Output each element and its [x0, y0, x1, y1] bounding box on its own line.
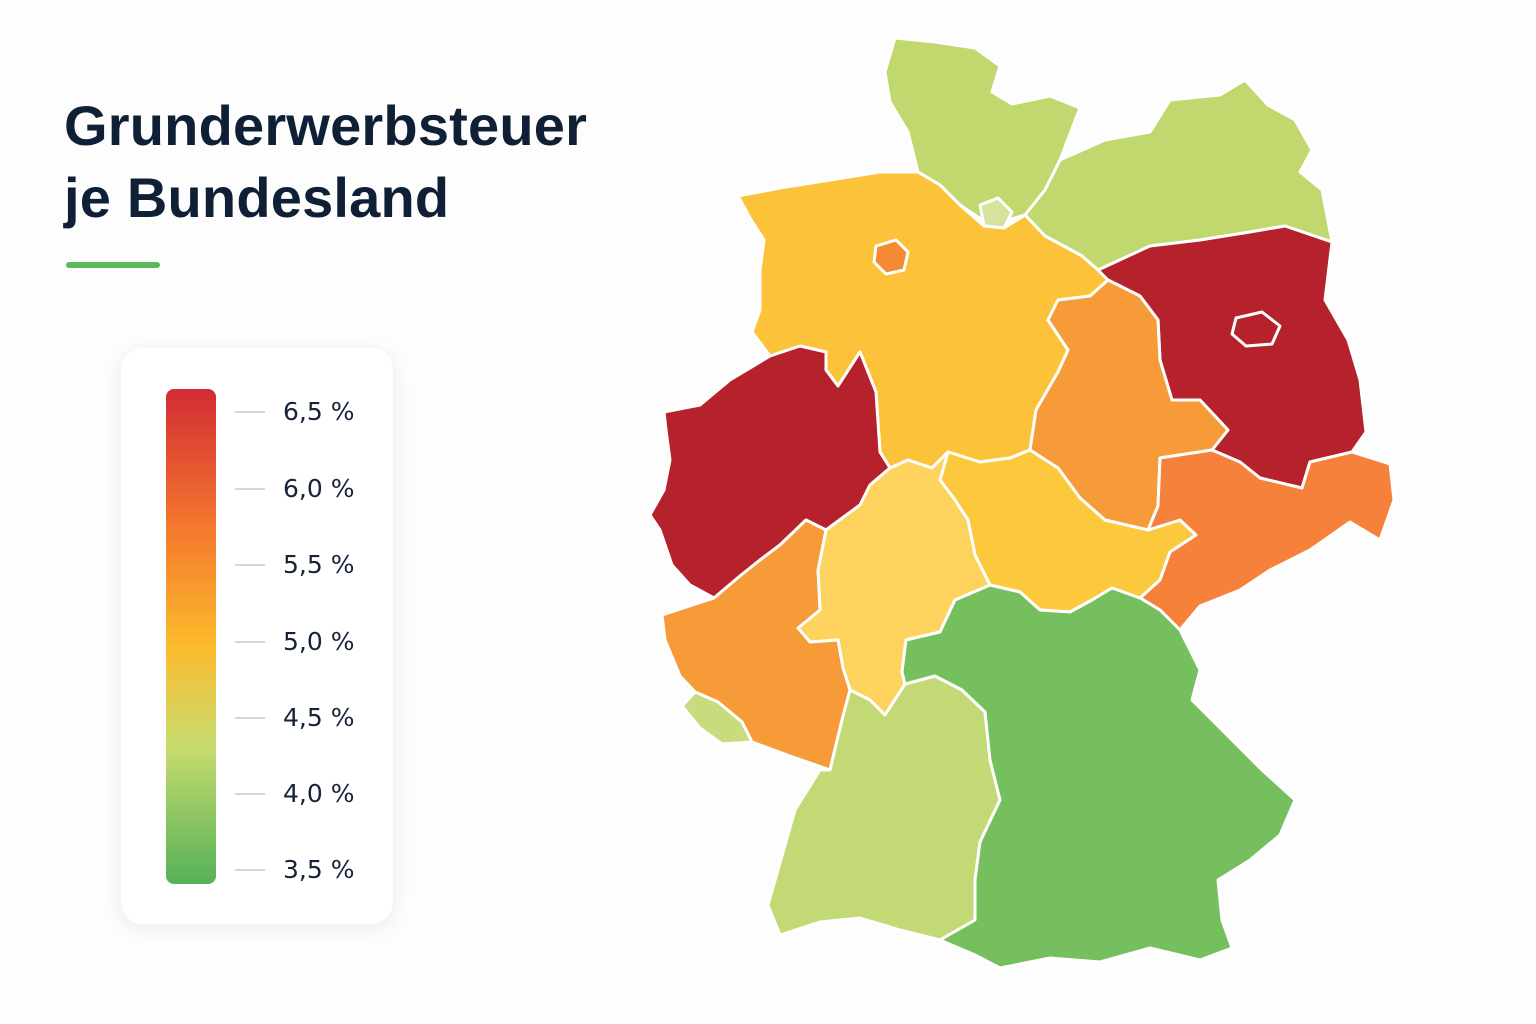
state-bayern[interactable]	[900, 583, 1297, 970]
state-berlin[interactable]	[1230, 310, 1282, 348]
legend-tick	[235, 717, 265, 719]
legend-color-scale	[166, 389, 216, 884]
state-hamburg[interactable]	[978, 196, 1014, 230]
legend-label: 6,0 %	[283, 474, 355, 503]
title-line-2: je Bundesland	[64, 166, 450, 229]
title-line-1: Grunderwerbsteuer	[64, 94, 588, 157]
legend-label: 5,5 %	[283, 550, 355, 579]
legend-tick	[235, 869, 265, 871]
state-sachsen[interactable]	[1138, 448, 1396, 632]
legend-tick	[235, 488, 265, 490]
legend-tick	[235, 564, 265, 566]
legend-label: 5,0 %	[283, 627, 355, 656]
state-rheinland-pfalz[interactable]	[660, 518, 852, 772]
state-bremen[interactable]	[872, 238, 910, 276]
legend-tick	[235, 641, 265, 643]
legend-tick	[235, 411, 265, 413]
page-title: Grunderwerbsteuer je Bundesland	[64, 90, 587, 234]
legend-label: 3,5 %	[283, 855, 355, 884]
title-accent-line	[66, 262, 160, 268]
legend-label: 4,0 %	[283, 779, 355, 808]
legend-label: 6,5 %	[283, 397, 355, 426]
state-saarland[interactable]	[680, 690, 754, 746]
legend-card: 6,5 % 6,0 % 5,5 % 5,0 % 4,5 % 4,0 % 3,5 …	[121, 348, 393, 924]
legend-label: 4,5 %	[283, 703, 355, 732]
legend-tick	[235, 793, 265, 795]
